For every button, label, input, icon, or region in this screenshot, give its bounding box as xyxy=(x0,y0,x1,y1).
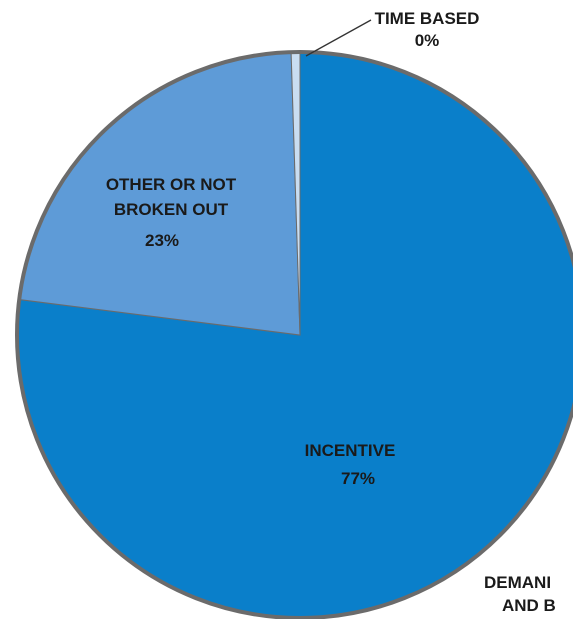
time-based-leader-line xyxy=(305,19,372,57)
label-other-line-1: OTHER OR NOT xyxy=(106,175,237,194)
pie-slices xyxy=(15,50,573,619)
label-other-percent: 23% xyxy=(145,231,179,250)
label-time-based-percent: 0% xyxy=(415,31,440,50)
label-cut-line-2: AND B xyxy=(502,596,556,615)
label-incentive: INCENTIVE xyxy=(305,441,396,460)
pie-outline xyxy=(15,50,573,619)
label-cut-line-1: DEMANI xyxy=(484,573,551,592)
label-time-based: TIME BASED xyxy=(375,9,480,28)
label-other-line-2: BROKEN OUT xyxy=(114,200,229,219)
label-incentive-percent: 77% xyxy=(341,469,375,488)
